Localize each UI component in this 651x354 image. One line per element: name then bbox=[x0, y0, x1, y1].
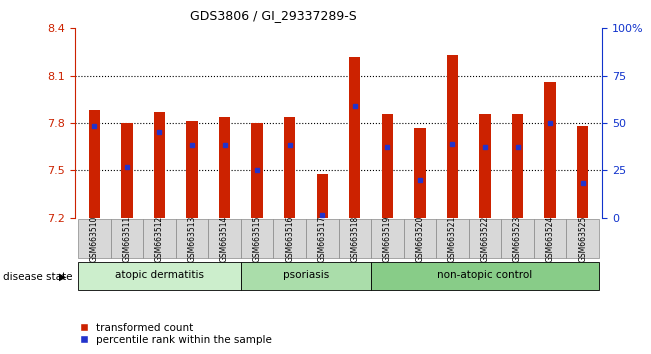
FancyBboxPatch shape bbox=[339, 219, 371, 258]
Text: GSM663522: GSM663522 bbox=[480, 216, 490, 262]
Bar bbox=[381, 114, 393, 218]
Text: non-atopic control: non-atopic control bbox=[437, 270, 533, 280]
Text: GSM663520: GSM663520 bbox=[415, 216, 424, 262]
Bar bbox=[219, 117, 230, 218]
Bar bbox=[349, 57, 361, 218]
Legend: transformed count, percentile rank within the sample: transformed count, percentile rank withi… bbox=[80, 322, 271, 345]
Text: GSM663510: GSM663510 bbox=[90, 216, 99, 262]
FancyBboxPatch shape bbox=[241, 219, 273, 258]
FancyBboxPatch shape bbox=[436, 219, 469, 258]
Text: GSM663511: GSM663511 bbox=[122, 216, 132, 262]
FancyBboxPatch shape bbox=[469, 219, 501, 258]
Text: GSM663513: GSM663513 bbox=[187, 216, 197, 262]
Text: GSM663525: GSM663525 bbox=[578, 216, 587, 262]
Bar bbox=[154, 112, 165, 218]
Text: disease state: disease state bbox=[3, 272, 73, 282]
FancyBboxPatch shape bbox=[566, 219, 599, 258]
Text: GSM663516: GSM663516 bbox=[285, 216, 294, 262]
FancyBboxPatch shape bbox=[404, 219, 436, 258]
Bar bbox=[414, 128, 426, 218]
Bar bbox=[251, 123, 263, 218]
FancyBboxPatch shape bbox=[371, 219, 404, 258]
Text: GSM663515: GSM663515 bbox=[253, 216, 262, 262]
Text: GSM663523: GSM663523 bbox=[513, 216, 522, 262]
Text: GSM663519: GSM663519 bbox=[383, 216, 392, 262]
FancyBboxPatch shape bbox=[111, 219, 143, 258]
FancyBboxPatch shape bbox=[78, 262, 241, 290]
Bar bbox=[577, 126, 589, 218]
Text: GSM663518: GSM663518 bbox=[350, 216, 359, 262]
FancyBboxPatch shape bbox=[273, 219, 306, 258]
Bar bbox=[284, 117, 296, 218]
Bar bbox=[512, 114, 523, 218]
Text: atopic dermatitis: atopic dermatitis bbox=[115, 270, 204, 280]
Text: psoriasis: psoriasis bbox=[283, 270, 329, 280]
FancyBboxPatch shape bbox=[208, 219, 241, 258]
Bar bbox=[121, 123, 133, 218]
Bar bbox=[447, 55, 458, 218]
Bar bbox=[316, 173, 328, 218]
Bar bbox=[544, 82, 556, 218]
Text: GSM663512: GSM663512 bbox=[155, 216, 164, 262]
FancyBboxPatch shape bbox=[306, 219, 339, 258]
Text: GSM663514: GSM663514 bbox=[220, 216, 229, 262]
Bar bbox=[479, 114, 491, 218]
FancyBboxPatch shape bbox=[371, 262, 599, 290]
Bar bbox=[186, 121, 198, 218]
FancyBboxPatch shape bbox=[143, 219, 176, 258]
FancyBboxPatch shape bbox=[501, 219, 534, 258]
Text: GSM663521: GSM663521 bbox=[448, 216, 457, 262]
FancyBboxPatch shape bbox=[534, 219, 566, 258]
FancyBboxPatch shape bbox=[176, 219, 208, 258]
Bar bbox=[89, 110, 100, 218]
FancyBboxPatch shape bbox=[78, 219, 111, 258]
Text: GSM663524: GSM663524 bbox=[546, 216, 555, 262]
Text: GSM663517: GSM663517 bbox=[318, 216, 327, 262]
Text: GDS3806 / GI_29337289-S: GDS3806 / GI_29337289-S bbox=[190, 9, 357, 22]
Text: ▶: ▶ bbox=[59, 272, 66, 282]
FancyBboxPatch shape bbox=[241, 262, 371, 290]
